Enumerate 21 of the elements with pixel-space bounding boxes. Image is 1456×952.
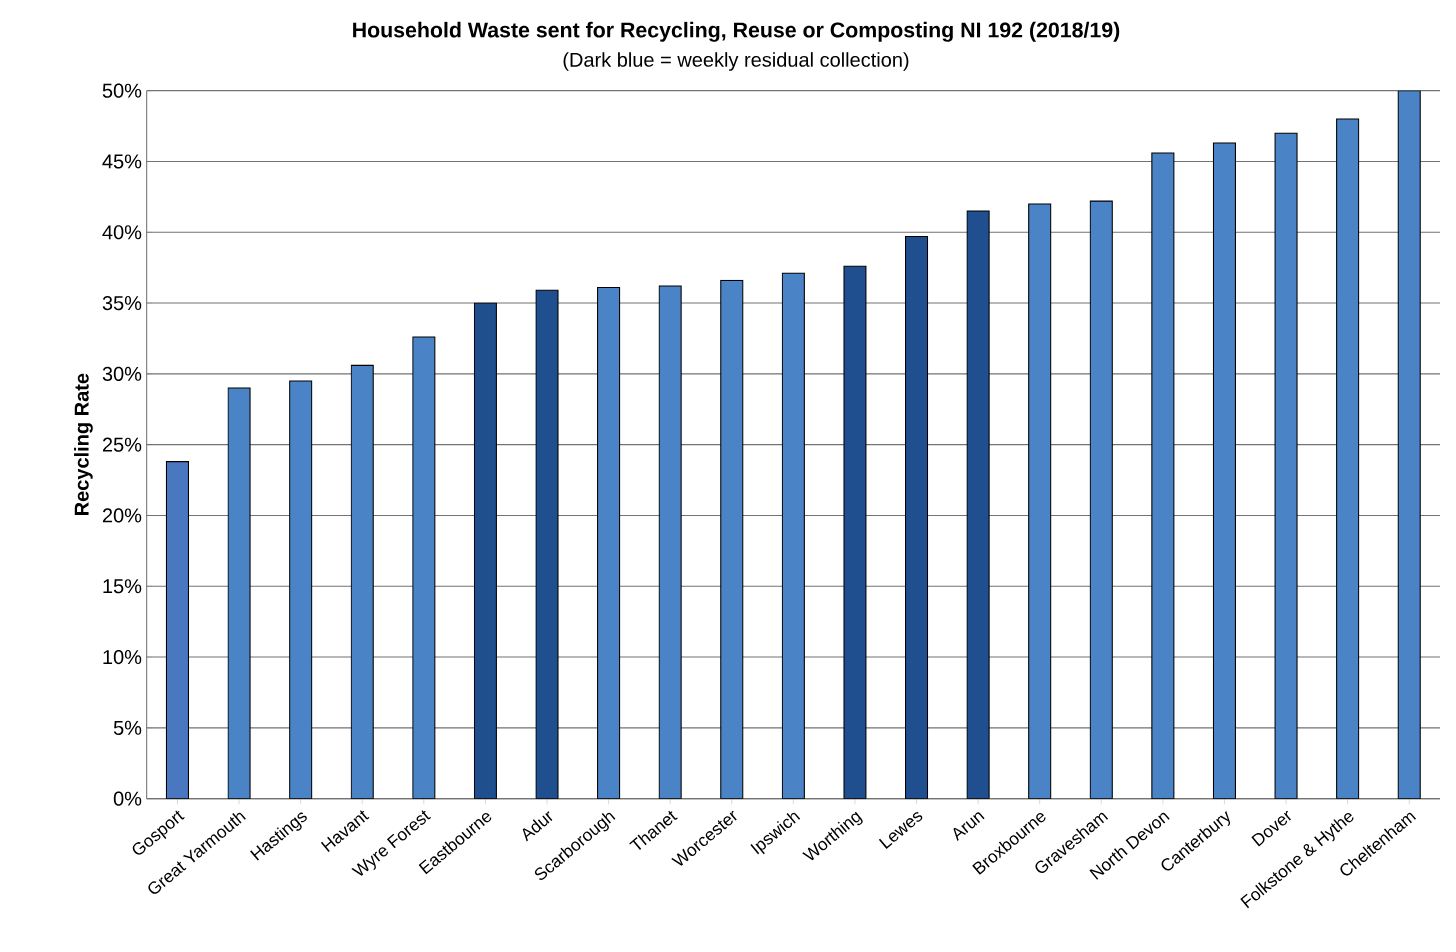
bar: [843, 265, 867, 799]
y-tick-label: 40%: [102, 225, 142, 240]
bar: [966, 210, 990, 799]
bar: [1274, 132, 1298, 799]
y-tick-label: 15%: [103, 579, 142, 594]
bar: [1397, 90, 1421, 799]
bar: [1336, 118, 1360, 799]
y-tick-label: 35%: [102, 295, 142, 311]
y-tick-label: 0%: [113, 791, 142, 806]
y-tick-label: 25%: [102, 437, 142, 452]
y-tick-label: 10%: [103, 649, 142, 665]
y-tick-label: 5%: [113, 720, 142, 735]
y-tick-label: 50%: [102, 83, 142, 98]
y-tick-label: 30%: [102, 366, 142, 381]
y-axis-title: Recycling Rate: [74, 373, 93, 516]
chart-title: Household Waste sent for Recycling, Reuse or Composting NI 192 (2018/19): [353, 21, 1120, 42]
bar: [904, 235, 929, 799]
chart-subtitle: (Dark blue = weekly residual collection): [563, 52, 909, 71]
y-tick-label: 45%: [102, 154, 142, 169]
y-tick-label: 20%: [102, 508, 142, 523]
bar: [1212, 142, 1236, 799]
